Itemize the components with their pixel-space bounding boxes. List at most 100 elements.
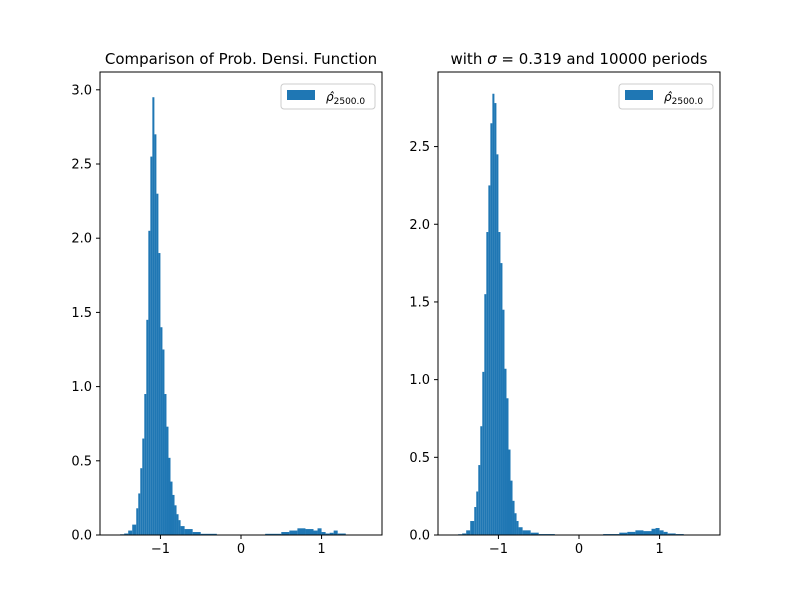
right-y-tick-label: 0.0: [409, 529, 430, 544]
left-histogram-bar-12: [152, 97, 155, 535]
right-histogram-bar-17: [500, 263, 503, 535]
left-histogram-bar-36: [317, 528, 322, 535]
right-histogram-bar-38: [663, 531, 668, 535]
left-legend-swatch: [287, 90, 315, 100]
left-histogram-bar-19: [166, 426, 169, 535]
left-histogram-bar-8: [144, 394, 147, 535]
left-histogram-bar-37: [321, 532, 326, 535]
right-histogram-bar-16: [498, 232, 501, 535]
left-histogram-bar-28: [192, 532, 201, 535]
left-y-axis-ticks: 0.0 0.5 1.0 1.5 2.0 2.5 3.0: [71, 83, 100, 544]
left-histogram-bar-1: [124, 533, 129, 535]
left-x-tick-label: −1: [151, 542, 170, 557]
right-y-tick-label: 0.5: [409, 451, 430, 466]
left-histogram-bar-23: [174, 505, 177, 535]
left-legend-label: ρ̂2500.0: [326, 90, 365, 107]
right-histogram-bar-11: [488, 185, 491, 536]
left-histogram-bar-3: [132, 524, 137, 535]
left-histogram-bar-32: [289, 530, 298, 535]
left-x-tick-label: 0: [237, 542, 245, 557]
left-y-tick-label: 2.5: [71, 158, 92, 173]
right-histogram-bar-36: [655, 528, 660, 535]
right-histogram-bar-22: [510, 480, 513, 535]
left-histogram-bar-26: [180, 526, 185, 535]
right-legend: ρ̂2500.0: [618, 83, 714, 110]
right-histogram-bar-32: [627, 531, 636, 535]
left-histogram-bar-20: [168, 457, 171, 535]
right-y-tick-label: 1.5: [409, 295, 430, 310]
right-legend-label: ρ̂2500.0: [664, 90, 703, 107]
left-y-tick-label: 1.0: [71, 380, 92, 395]
left-legend-label-main: ρ̂: [326, 90, 335, 104]
right-histogram-bar-7: [480, 426, 483, 535]
right-histogram-bar-39: [667, 533, 676, 535]
left-histogram-bar-39: [329, 532, 334, 535]
left-histogram-bar-7: [142, 438, 145, 535]
right-histogram-bar-9: [484, 294, 487, 535]
right-histogram-plot: −1 0 1 0.0 0.5 1.0 1.5 2.0 2.5 with σ = 0.319 a…: [409, 50, 721, 557]
left-y-tick-label: 0.0: [71, 529, 92, 544]
right-histogram-bar-21: [508, 449, 511, 535]
right-histogram-bar-33: [635, 530, 644, 535]
left-histogram-bar-14: [156, 193, 159, 535]
right-plot-title: with σ = 0.319 and 10000 periods: [451, 50, 708, 68]
left-x-axis-ticks: −1 0 1: [151, 535, 326, 557]
right-histogram-bar-34: [643, 531, 652, 535]
left-histogram-bar-2: [128, 530, 133, 535]
left-x-tick-label: 1: [317, 542, 325, 557]
right-legend-label-main: ρ̂: [664, 90, 673, 104]
right-histogram-bar-15: [496, 154, 499, 535]
right-histogram-bar-13: [492, 93, 495, 535]
left-histogram-bar-4: [136, 508, 139, 535]
right-histogram-bar-5: [476, 491, 479, 535]
left-histogram-bar-29: [200, 533, 217, 535]
left-histogram-bar-5: [138, 493, 141, 535]
right-histogram-bar-26: [518, 527, 523, 535]
left-histogram-bar-13: [154, 134, 157, 535]
right-histogram-bar-23: [512, 500, 515, 535]
right-y-tick-label: 1.0: [409, 373, 430, 388]
right-histogram-bar-14: [494, 103, 497, 535]
left-histogram-bar-40: [333, 530, 338, 535]
right-plot-title-prefix: with: [451, 50, 488, 68]
right-y-tick-label: 2.5: [409, 140, 430, 155]
right-plot-title-sigma: σ: [487, 50, 497, 68]
right-histogram-bars: [458, 93, 684, 536]
right-histogram-bar-19: [504, 368, 507, 535]
left-histogram-bar-41: [337, 533, 346, 535]
right-histogram-bar-24: [514, 513, 517, 535]
left-histogram-bar-15: [158, 253, 161, 536]
left-histogram-bar-33: [297, 528, 306, 535]
left-histogram-bar-18: [164, 394, 167, 535]
left-histogram-bar-27: [184, 529, 193, 535]
right-histogram-bar-12: [490, 123, 493, 536]
left-histogram-bar-35: [313, 530, 318, 535]
left-plot-title: Comparison of Prob. Densi. Function: [105, 50, 377, 68]
right-legend-label-subscript: 2500.0: [672, 97, 704, 107]
right-plot-frame: [437, 71, 721, 536]
right-histogram-bar-27: [522, 530, 531, 535]
right-histogram-bar-2: [466, 530, 471, 535]
left-histogram-plot: −1 0 1 0.0 0.5 1.0 1.5 2.0 2.5 3.0 Comparison of…: [71, 50, 383, 557]
left-histogram-bar-21: [170, 481, 173, 535]
left-histogram-bar-34: [305, 529, 314, 535]
left-histogram-bar-25: [178, 520, 181, 535]
left-histogram-bar-22: [172, 494, 175, 535]
right-histogram-bar-20: [506, 398, 509, 535]
left-y-tick-label: 0.5: [71, 454, 92, 469]
right-histogram-bar-6: [478, 465, 481, 535]
right-histogram-bar-4: [474, 507, 477, 535]
right-legend-swatch: [625, 90, 653, 100]
right-y-axis-ticks: 0.0 0.5 1.0 1.5 2.0 2.5: [409, 140, 438, 544]
right-histogram-bar-35: [651, 528, 656, 535]
left-histogram-bar-24: [176, 514, 179, 535]
left-histogram-bar-9: [146, 319, 149, 535]
left-histogram-bar-31: [281, 532, 290, 535]
right-y-tick-label: 2.0: [409, 218, 430, 233]
left-histogram-bar-30: [265, 533, 282, 535]
right-x-tick-label: −1: [489, 542, 508, 557]
left-histogram-bar-17: [162, 349, 165, 535]
left-histogram-bar-11: [150, 156, 153, 535]
left-y-tick-label: 3.0: [71, 83, 92, 98]
